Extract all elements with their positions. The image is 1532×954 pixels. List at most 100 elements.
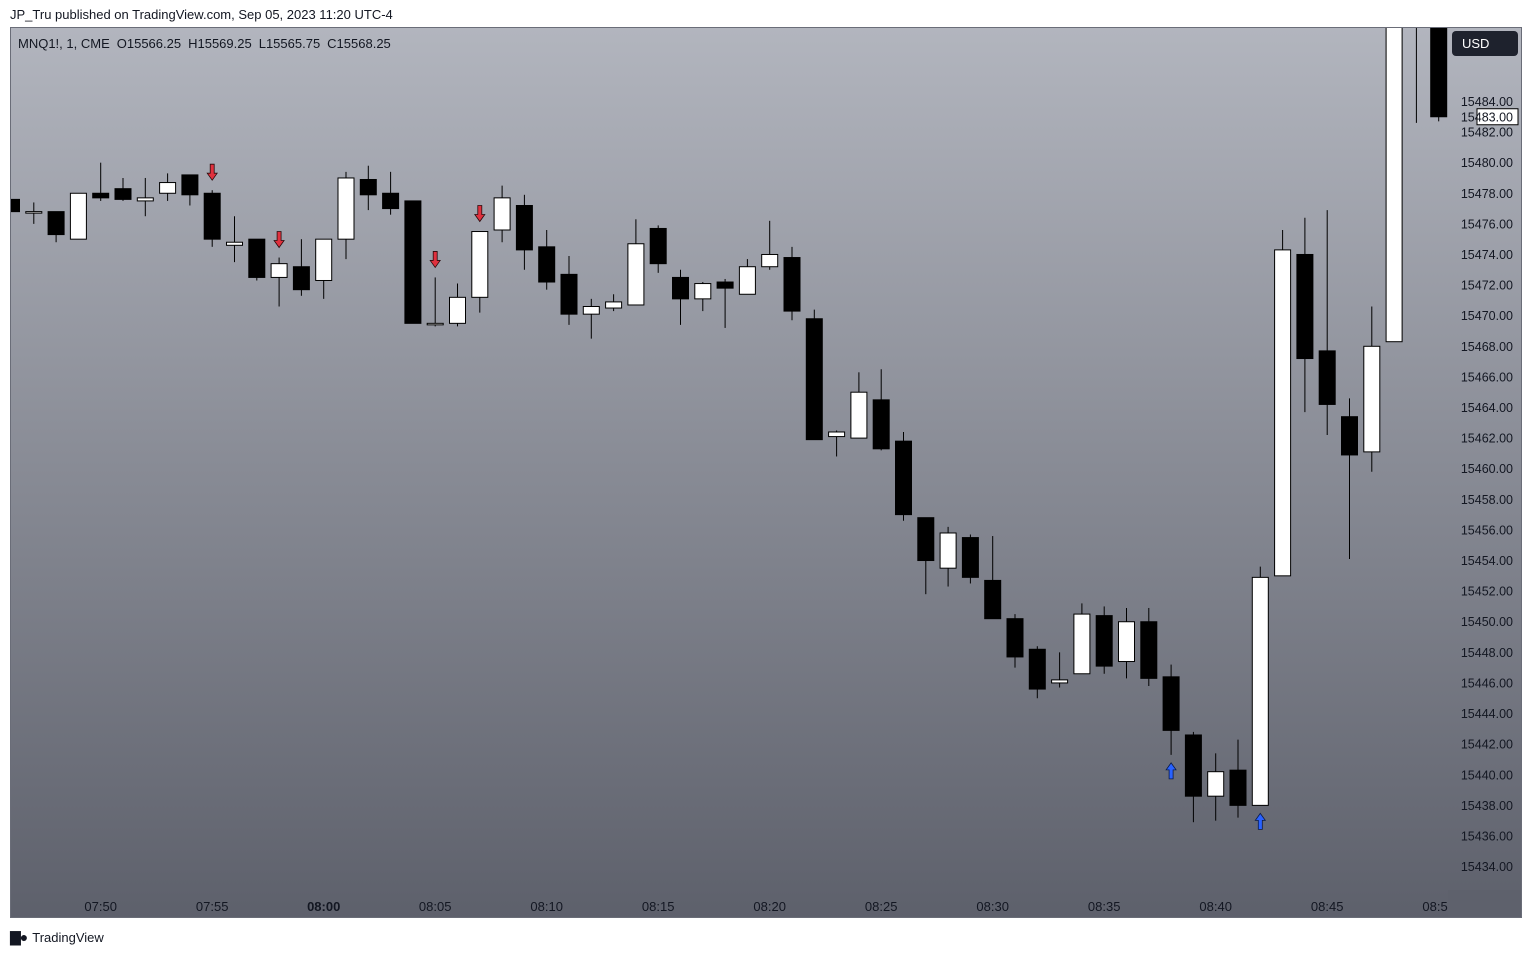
price-tick-label: 15444.00 <box>1461 707 1513 721</box>
price-tick-label: 15464.00 <box>1461 401 1513 415</box>
price-tick-label: 15476.00 <box>1461 217 1513 231</box>
candle-body <box>404 200 422 324</box>
sell-arrow-icon <box>273 231 285 249</box>
candle-body <box>493 197 511 231</box>
time-tick-label: 08:15 <box>642 899 675 914</box>
legend-symbol[interactable]: MNQ1!, 1, CME <box>18 36 110 51</box>
tradingview-logo-icon: ▇● <box>10 929 28 945</box>
price-tick-label: 15462.00 <box>1461 432 1513 446</box>
price-axis[interactable]: 15484.00 15482.00 15480.00 15478.00 15476.00… <box>1461 95 1513 874</box>
time-tick-label: 08:05 <box>419 899 452 914</box>
candle-body <box>270 263 288 278</box>
candle-body <box>248 238 266 278</box>
candle-body <box>1006 618 1024 658</box>
candle-body <box>984 579 1002 620</box>
candle-body <box>649 227 667 265</box>
price-tick-label: 15454.00 <box>1461 554 1513 568</box>
time-axis[interactable]: 07:50 07:55 08:00 08:05 08:10 08:15 08:20 08:25… <box>84 890 1522 918</box>
candle-body <box>515 205 533 251</box>
candlestick-chart[interactable]: 15484.00 15482.00 15480.00 15478.00 15476.00… <box>11 28 1522 918</box>
candle-body <box>226 241 243 246</box>
candle-body <box>716 281 734 289</box>
chart-pane[interactable]: 15484.00 15482.00 15480.00 15478.00 15476.00… <box>10 27 1522 918</box>
candle-body <box>560 273 578 315</box>
candle-body <box>1430 28 1448 118</box>
candle-body <box>1274 249 1292 577</box>
price-tick-label: 15460.00 <box>1461 462 1513 476</box>
candle-body <box>805 318 823 441</box>
price-tick-label: 15452.00 <box>1461 585 1513 599</box>
candle-body <box>850 391 868 439</box>
candle-body <box>292 266 310 291</box>
price-tick-label: 15456.00 <box>1461 523 1513 537</box>
candle-body <box>1140 621 1158 679</box>
time-tick-label: 08:20 <box>753 899 786 914</box>
candle-body <box>359 178 377 196</box>
candle-body <box>538 246 556 283</box>
sell-arrow-icon <box>429 251 441 269</box>
price-tick-label: 15442.00 <box>1461 738 1513 752</box>
price-tick-label: 15434.00 <box>1461 860 1513 874</box>
price-tick-label: 15436.00 <box>1461 829 1513 843</box>
buy-arrow-icon <box>1165 762 1177 780</box>
candle-body <box>69 192 87 240</box>
publisher-attribution: JP_Tru published on TradingView.com, Sep… <box>10 7 393 22</box>
candle-body <box>92 192 110 199</box>
candle-body <box>1028 648 1046 690</box>
price-tick-label: 15438.00 <box>1461 799 1513 813</box>
candle-body <box>1229 769 1247 806</box>
candle-body <box>582 306 600 315</box>
candle-body <box>471 231 489 298</box>
time-tick-label: 08:45 <box>1311 899 1344 914</box>
candle-body <box>738 266 756 295</box>
footer-logo-text: TradingView <box>32 930 104 945</box>
price-tick-label: 15484.00 <box>1461 95 1513 109</box>
time-tick-label: 08:25 <box>865 899 898 914</box>
candle-body <box>426 322 444 326</box>
sell-arrow-icon <box>206 163 218 181</box>
buy-arrow-icon <box>1254 812 1267 830</box>
legend-open: O15566.25 <box>116 36 182 51</box>
candle-body <box>872 399 890 450</box>
candle-body <box>672 276 689 300</box>
candle-body <box>315 238 333 281</box>
legend-low: L15565.75 <box>258 36 321 51</box>
candle-body <box>1296 253 1314 360</box>
legend-close: C15568.25 <box>327 36 391 51</box>
candle-body <box>917 517 935 562</box>
candle-body <box>203 192 221 240</box>
candle-body <box>895 440 912 516</box>
price-tick-label: 15466.00 <box>1461 370 1513 384</box>
tradingview-logo[interactable]: ▇● TradingView <box>10 929 104 946</box>
price-tick-label: 15472.00 <box>1461 279 1513 293</box>
time-tick-label: 08:35 <box>1088 899 1121 914</box>
candle-body <box>1095 615 1113 667</box>
candle-body <box>136 197 154 202</box>
current-price-label: 15483.00 <box>1461 108 1519 126</box>
candle-body <box>449 296 466 324</box>
candle-body <box>761 253 779 268</box>
candle-body <box>961 537 979 578</box>
current-price-value: 15483.00 <box>1461 110 1513 124</box>
candle-body <box>939 532 957 569</box>
price-tick-label: 15448.00 <box>1461 646 1513 660</box>
axis-corner <box>1448 890 1521 917</box>
time-tick-label: 08:40 <box>1199 899 1232 914</box>
candle-body <box>1051 679 1069 684</box>
chart-background <box>11 28 1521 917</box>
candles-layer <box>11 28 1448 823</box>
candle-body <box>1073 613 1091 675</box>
candle-body <box>25 211 43 214</box>
candle-body <box>1363 345 1381 453</box>
currency-button[interactable]: USD <box>1452 31 1518 56</box>
sell-arrow-icon <box>474 205 486 223</box>
candle-body <box>1341 416 1358 456</box>
time-tick-label: 07:50 <box>84 899 117 914</box>
symbol-legend: MNQ1!, 1, CME O15566.25 H15569.25 L15565.75… <box>18 36 391 51</box>
price-tick-label: 15458.00 <box>1461 493 1513 507</box>
legend-high: H15569.25 <box>188 36 252 51</box>
candle-body <box>694 283 712 300</box>
signals-layer <box>206 163 1267 830</box>
price-tick-label: 15474.00 <box>1461 248 1513 262</box>
candle-body <box>159 182 177 194</box>
